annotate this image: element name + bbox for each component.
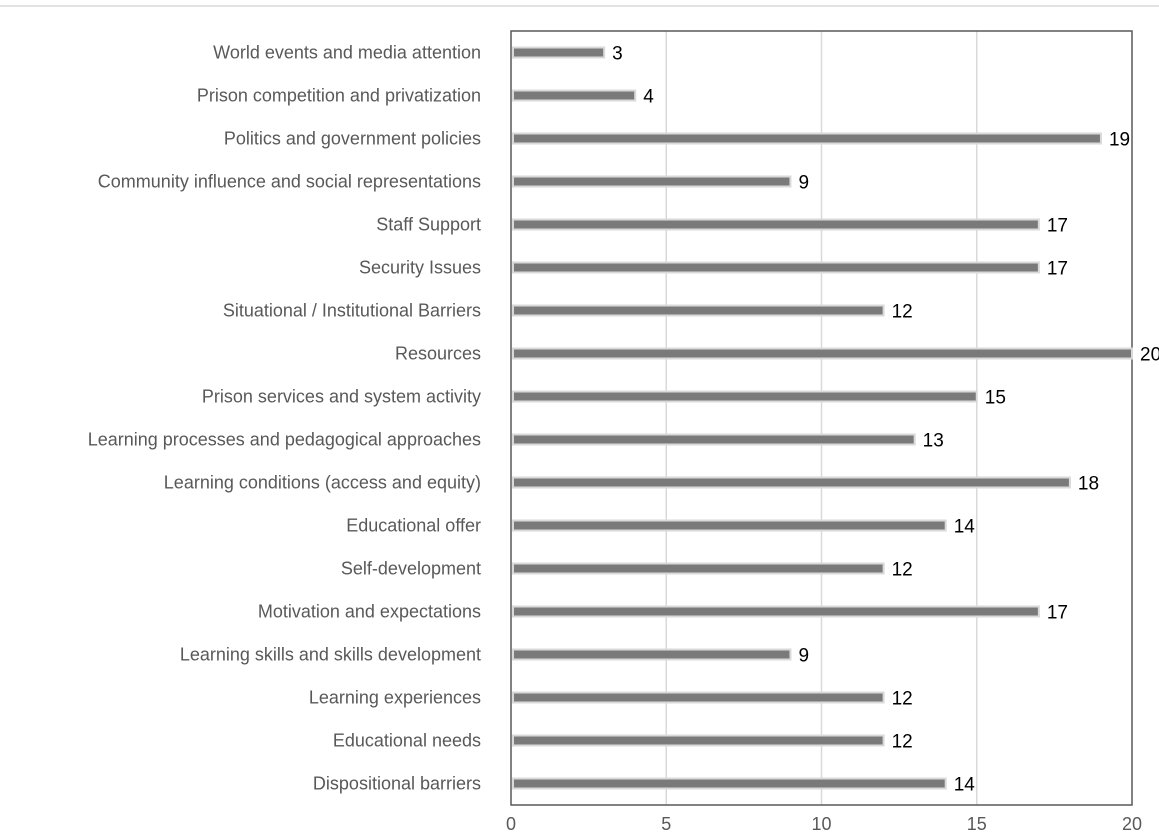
category-label: Learning experiences <box>309 688 481 708</box>
x-tick-label: 15 <box>967 814 987 834</box>
x-tick-label: 5 <box>661 814 671 834</box>
bar <box>512 347 1133 360</box>
data-label: 18 <box>1078 474 1099 495</box>
data-label: 17 <box>1047 216 1068 237</box>
category-label: Politics and government policies <box>224 129 481 149</box>
data-label: 19 <box>1109 130 1130 151</box>
bar <box>512 261 1040 274</box>
bar <box>512 390 978 403</box>
data-label: 12 <box>892 732 913 753</box>
data-label: 17 <box>1047 603 1068 624</box>
category-label: Community influence and social represent… <box>98 172 481 192</box>
category-label: Self-development <box>341 559 481 579</box>
category-label: Learning conditions (access and equity) <box>164 473 481 493</box>
data-label: 13 <box>923 431 944 452</box>
bar <box>512 132 1102 145</box>
category-label: Motivation and expectations <box>258 602 481 622</box>
bar <box>512 519 947 532</box>
data-label: 17 <box>1047 259 1068 280</box>
bar <box>512 218 1040 231</box>
data-label: 9 <box>798 646 809 667</box>
data-label: 14 <box>954 775 976 796</box>
category-label: Staff Support <box>376 215 481 235</box>
x-tick-label: 0 <box>506 814 516 834</box>
bar <box>512 734 885 747</box>
bar <box>512 89 637 102</box>
bar <box>512 304 885 317</box>
category-label: Situational / Institutional Barriers <box>223 301 481 321</box>
bar <box>512 648 792 661</box>
category-label: Prison services and system activity <box>202 387 481 407</box>
x-tick-label: 10 <box>811 814 831 834</box>
category-label: Educational needs <box>333 731 481 751</box>
data-label: 12 <box>892 302 913 323</box>
plot-frame <box>510 30 1133 806</box>
data-label: 4 <box>643 87 654 108</box>
category-label: World events and media attention <box>213 43 481 63</box>
data-label: 14 <box>954 517 976 538</box>
bar <box>512 777 947 790</box>
data-label: 12 <box>892 560 913 581</box>
bar <box>512 476 1071 489</box>
data-label: 12 <box>892 689 913 710</box>
category-label: Learning skills and skills development <box>180 645 481 665</box>
bar <box>512 605 1040 618</box>
bar <box>512 433 916 446</box>
category-label: Dispositional barriers <box>313 774 481 794</box>
bar <box>512 46 606 59</box>
x-tick-label: 20 <box>1122 814 1142 834</box>
data-label: 9 <box>798 173 809 194</box>
data-label: 3 <box>612 44 623 65</box>
bar <box>512 691 885 704</box>
category-label: Resources <box>395 344 481 364</box>
data-label: 20 <box>1140 345 1159 366</box>
top-divider <box>0 5 1159 7</box>
category-label: Learning processes and pedagogical appro… <box>88 430 481 450</box>
category-label: Prison competition and privatization <box>197 86 481 106</box>
bar <box>512 175 792 188</box>
category-label: Educational offer <box>346 516 481 536</box>
category-label: Security Issues <box>359 258 481 278</box>
bar <box>512 562 885 575</box>
data-label: 15 <box>985 388 1006 409</box>
